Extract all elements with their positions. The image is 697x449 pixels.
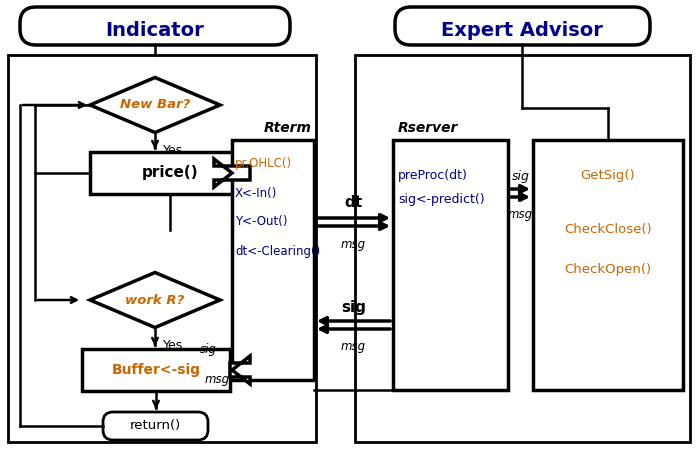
- FancyBboxPatch shape: [20, 7, 290, 45]
- Bar: [355, 55, 690, 442]
- Text: msg: msg: [341, 340, 366, 353]
- Text: Rterm: Rterm: [264, 121, 312, 135]
- Text: sig: sig: [512, 170, 530, 183]
- Text: dt: dt: [344, 195, 362, 210]
- FancyBboxPatch shape: [395, 7, 650, 45]
- Text: New Bar?: New Bar?: [120, 98, 190, 111]
- Text: Yes: Yes: [163, 339, 183, 352]
- Text: CheckOpen(): CheckOpen(): [565, 264, 652, 277]
- Text: sig: sig: [341, 300, 366, 315]
- Bar: [533, 140, 683, 390]
- Text: GetSig(): GetSig(): [581, 168, 635, 181]
- Text: dt<-Clearing(): dt<-Clearing(): [235, 246, 320, 259]
- Text: CheckClose(): CheckClose(): [564, 224, 652, 237]
- Polygon shape: [214, 159, 250, 187]
- Text: msg: msg: [508, 208, 533, 221]
- Polygon shape: [90, 273, 220, 327]
- Text: work R?: work R?: [125, 294, 185, 307]
- Text: Expert Advisor: Expert Advisor: [441, 21, 603, 40]
- Polygon shape: [90, 78, 220, 132]
- Text: Yes: Yes: [163, 144, 183, 157]
- Bar: [393, 140, 508, 390]
- Text: msg: msg: [205, 374, 230, 387]
- Text: preProc(dt): preProc(dt): [398, 168, 468, 181]
- Polygon shape: [230, 356, 250, 384]
- Bar: [82, 349, 230, 391]
- Text: return(): return(): [130, 419, 181, 432]
- Bar: [8, 55, 316, 442]
- Text: sig<-predict(): sig<-predict(): [398, 194, 484, 207]
- Text: pr.OHLC(): pr.OHLC(): [235, 157, 292, 170]
- Text: Indicator: Indicator: [106, 21, 204, 40]
- Text: Buffer<-sig: Buffer<-sig: [112, 363, 201, 377]
- Text: Rserver: Rserver: [398, 121, 459, 135]
- Bar: [90, 152, 250, 194]
- Text: sig: sig: [200, 343, 217, 357]
- Text: price(): price(): [141, 166, 199, 180]
- Text: msg: msg: [341, 238, 366, 251]
- Bar: [232, 140, 314, 380]
- Text: Y<-Out(): Y<-Out(): [235, 216, 287, 229]
- FancyBboxPatch shape: [103, 412, 208, 440]
- Text: X<-In(): X<-In(): [235, 186, 277, 199]
